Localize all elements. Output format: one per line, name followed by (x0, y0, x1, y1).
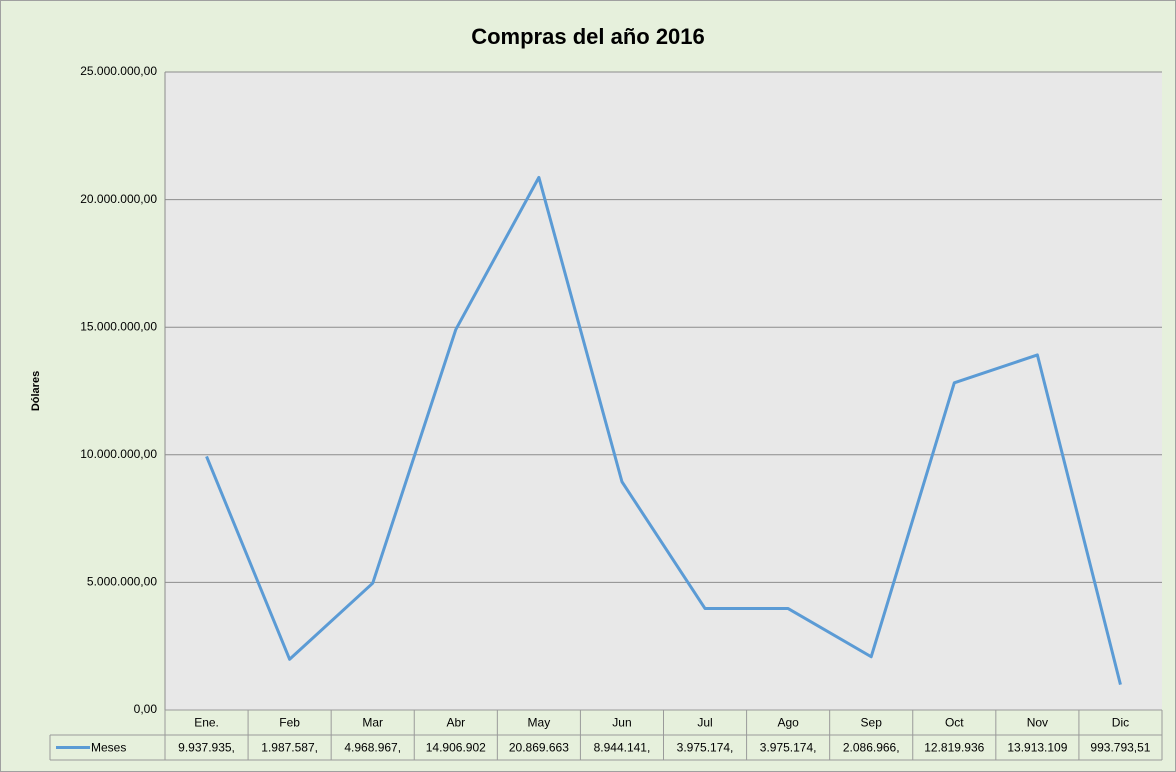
data-table-value: 8.944.141, (594, 741, 651, 755)
data-table-value: 9.937.935, (178, 741, 235, 755)
data-table-value: 4.968.967, (344, 741, 401, 755)
data-table-value: 12.819.936 (924, 741, 984, 755)
x-tick-label: Dic (1112, 716, 1129, 730)
x-tick-label: Feb (279, 716, 300, 730)
data-table-value: 2.086.966, (843, 741, 900, 755)
y-tick-label: 5.000.000,00 (87, 575, 157, 589)
x-tick-label: Ene. (194, 716, 219, 730)
data-table-value: 3.975.174, (677, 741, 734, 755)
x-tick-label: Sep (861, 716, 883, 730)
data-table-value: 14.906.902 (426, 741, 486, 755)
y-axis-label: Dólares (30, 371, 42, 411)
y-tick-label: 20.000.000,00 (80, 192, 157, 206)
x-tick-label: Nov (1027, 716, 1048, 730)
y-tick-label: 15.000.000,00 (80, 319, 157, 333)
x-tick-label: Jul (697, 716, 712, 730)
x-tick-label: Abr (446, 716, 465, 730)
y-tick-label: 25.000.000,00 (80, 64, 157, 78)
series-line (205, 175, 1122, 686)
y-tick-label: 10.000.000,00 (80, 447, 157, 461)
data-table-value: 3.975.174, (760, 741, 817, 755)
legend-label: Meses (91, 741, 126, 755)
x-tick-label: May (528, 716, 551, 730)
x-tick-label: Ago (777, 716, 799, 730)
x-tick-label: Oct (945, 716, 964, 730)
x-tick-label: Mar (362, 716, 383, 730)
data-table-value: 13.913.109 (1007, 741, 1067, 755)
chart-title: Compras del año 2016 (471, 24, 705, 49)
data-table-value: 20.869.663 (509, 741, 569, 755)
plot-area (165, 72, 1162, 710)
data-table-value: 993.793,51 (1090, 741, 1150, 755)
data-table-value: 1.987.587, (261, 741, 318, 755)
x-tick-label: Jun (612, 716, 631, 730)
y-tick-label: 0,00 (134, 702, 158, 716)
